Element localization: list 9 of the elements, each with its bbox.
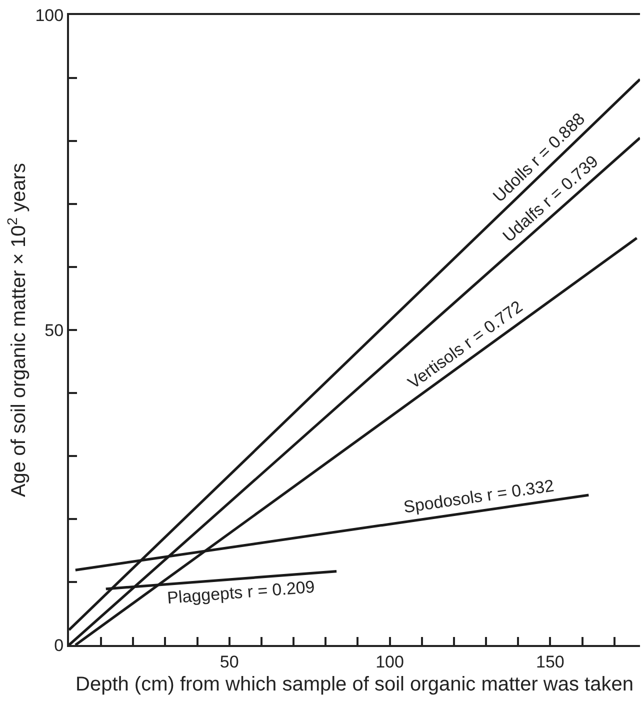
y-tick-label: 0 [54, 636, 64, 655]
x-tick-label: 50 [220, 652, 239, 672]
annotation: Spodosols r = 0.332 [402, 476, 556, 517]
x-axis-title: Depth (cm) from which sample of soil organic matter was taken [76, 673, 634, 696]
y-tick-label: 50 [44, 320, 64, 340]
x-tick-label: 150 [536, 652, 564, 672]
x-tick-label: 100 [376, 652, 404, 672]
y-tick-label: 100 [35, 6, 64, 25]
annotation: Plaggepts r = 0.209 [166, 577, 316, 608]
